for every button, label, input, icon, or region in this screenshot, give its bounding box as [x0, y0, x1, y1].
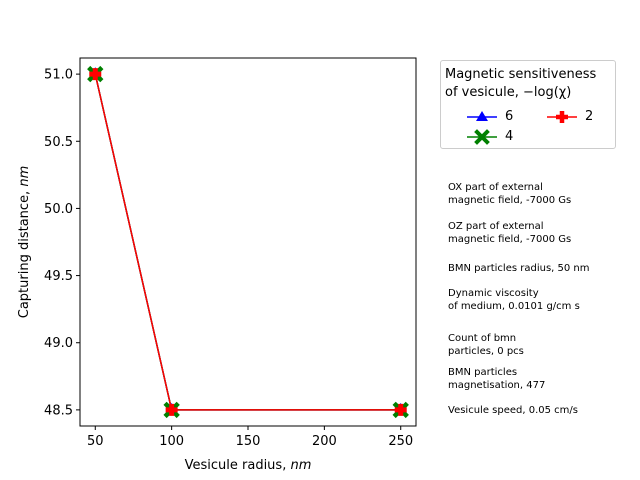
- point-marker: [89, 68, 102, 81]
- series-line-6: [94, 73, 401, 411]
- x-axis-label: Vesicule radius, nm: [185, 458, 312, 473]
- legend-item-2: 2: [545, 108, 605, 126]
- x-tick-label: 200: [312, 434, 337, 449]
- y-tick-label: 49.5: [44, 269, 73, 284]
- legend-item-6: 6: [465, 108, 525, 126]
- x-tick-label: 150: [236, 434, 261, 449]
- y-tick-label: 50.0: [44, 202, 73, 217]
- info-magnetisation-text: BMN particles magnetisation, 477: [448, 367, 546, 391]
- info-ox-field: OX part of external magnetic field, -700…: [448, 181, 571, 207]
- x-tick-label: 50: [87, 434, 104, 449]
- info-bmn-radius: BMN particles radius, 50 nm: [448, 262, 590, 275]
- info-speed-text: Vesicule speed, 0.05 cm/s: [448, 405, 578, 416]
- point-marker: [394, 403, 407, 416]
- x-axis: 50 100 150 200 250: [87, 426, 413, 449]
- legend-item-4: 4: [465, 128, 525, 146]
- series-line-4: [94, 73, 401, 411]
- point-marker: [165, 403, 178, 416]
- info-vesicule-speed: Vesicule speed, 0.05 cm/s: [448, 404, 578, 417]
- legend: Magnetic sensitiveness of vesicule, −log…: [440, 60, 616, 149]
- info-bmn-count-text: Count of bmn particles, 0 pcs: [448, 333, 524, 357]
- info-oz-field: OZ part of external magnetic field, -700…: [448, 220, 571, 246]
- legend-label-4: 4: [505, 129, 514, 144]
- legend-label-2: 2: [585, 109, 594, 124]
- legend-title: Magnetic sensitiveness of vesicule, −log…: [445, 66, 615, 102]
- x-tick-label: 100: [159, 434, 184, 449]
- info-viscosity-text: Dynamic viscosity of medium, 0.0101 g/cm…: [448, 288, 580, 312]
- y-tick-label: 50.5: [44, 135, 73, 150]
- legend-marker-x-icon: [467, 129, 497, 145]
- y-tick-label: 51.0: [44, 68, 73, 83]
- plot-frame: [79, 57, 417, 427]
- info-bmn-count: Count of bmn particles, 0 pcs: [448, 332, 524, 358]
- y-axis: 48.5 49.0 49.5 50.0 50.5 51.0: [44, 68, 80, 418]
- legend-marker-triangle-icon: [467, 111, 497, 121]
- legend-marker-plus-icon: [547, 111, 577, 123]
- info-ox-text: OX part of external magnetic field, -700…: [448, 182, 572, 206]
- info-bmn-radius-text: BMN particles radius, 50 nm: [448, 263, 590, 274]
- y-axis-label: Capturing distance, nm: [17, 166, 32, 318]
- legend-title-line1: Magnetic sensitiveness: [445, 67, 597, 82]
- x-tick-label: 250: [388, 434, 413, 449]
- y-tick-label: 48.5: [44, 403, 73, 418]
- info-oz-text: OZ part of external magnetic field, -700…: [448, 221, 572, 245]
- info-viscosity: Dynamic viscosity of medium, 0.0101 g/cm…: [448, 287, 580, 313]
- series-line-2: [94, 73, 401, 411]
- legend-title-line2: of vesicule, −log(χ): [445, 85, 572, 100]
- y-tick-label: 49.0: [44, 336, 73, 351]
- legend-label-6: 6: [505, 109, 514, 124]
- chart-marks: [87, 65, 409, 419]
- info-bmn-magnetisation: BMN particles magnetisation, 477: [448, 366, 545, 392]
